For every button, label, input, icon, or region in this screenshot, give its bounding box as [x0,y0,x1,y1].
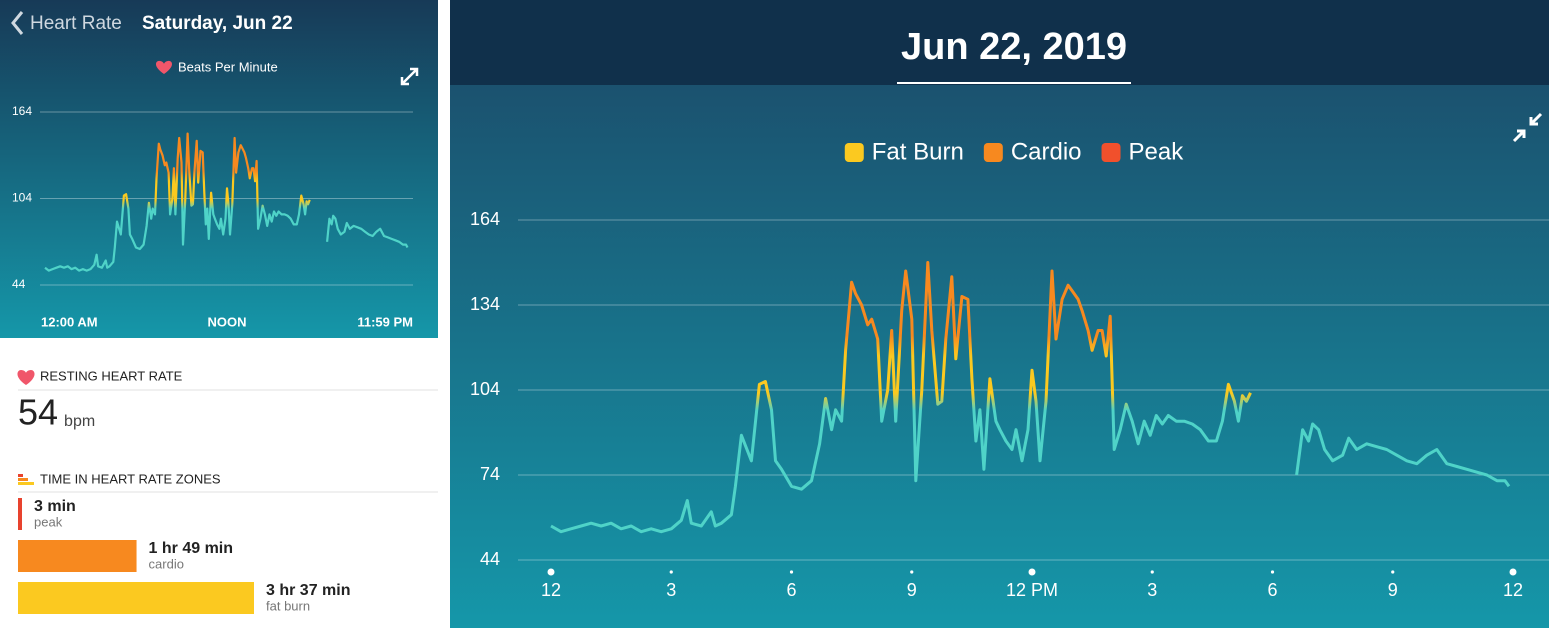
y-tick-label: 104 [470,379,500,399]
resting-title: RESTING HEART RATE [40,368,183,383]
y-tick-label: 164 [470,209,500,229]
x-tick-label: 9 [907,580,917,600]
heart-icon [156,60,172,74]
x-tick-label: 6 [1267,580,1277,600]
x-tick-dot [547,568,555,576]
detail-title: Jun 22, 2019 [901,26,1127,68]
resting-heart-icon [17,370,35,385]
zone-time: 1 hr 49 min [149,540,233,557]
y-tick-label: 134 [470,294,500,314]
legend-swatch [983,143,1003,162]
y-tick-label: 44 [480,549,500,569]
x-tick-dot [669,570,673,574]
collapse-icon [1512,112,1543,143]
date-title: Saturday, Jun 22 [142,13,293,34]
zone-name: cardio [149,556,184,571]
zone-bar [18,498,22,530]
y-tick-label: 104 [12,191,32,205]
x-tick-dot [910,570,914,574]
legend-label: Cardio [1011,138,1082,165]
overview-panel [0,0,438,338]
legend-label: Peak [1129,138,1185,165]
zones-icon-bar [18,478,28,481]
x-tick-label: 12 [1503,580,1523,600]
x-tick-label: 3 [1147,580,1157,600]
y-tick-label: 164 [12,104,32,118]
expand-button[interactable] [400,67,419,86]
x-tick-dot [1150,570,1154,574]
x-tick-label: 6 [786,580,796,600]
x-tick-label: 3 [666,580,676,600]
x-tick-dot [1028,568,1036,576]
x-tick-dot [1509,568,1517,576]
x-tick-label: 12 [541,580,561,600]
y-tick-label: 74 [480,464,500,484]
zone-bar [18,582,254,614]
resting-unit: bpm [64,413,95,430]
x-tick-label: 12:00 AM [41,314,98,329]
zone-name: peak [34,514,63,529]
zone-time: 3 hr 37 min [266,582,350,599]
y-tick-label: 44 [12,277,26,291]
detail-panel [450,0,1549,628]
back-chevron [11,11,24,35]
collapse-button[interactable] [1512,112,1543,143]
legend-swatch [844,143,864,162]
heart-rate-line [44,132,409,272]
x-tick-label: 12 PM [1006,580,1058,600]
x-tick-label: 11:59 PM [357,314,413,329]
zones-icon-bar [18,482,34,485]
x-tick-label: NOON [208,314,247,329]
zone-bar [18,540,137,572]
x-tick-dot [1270,570,1275,574]
legend-swatch [1101,143,1121,162]
chart-legend: Beats Per Minute [178,59,278,74]
legend-label: Fat Burn [872,138,964,165]
x-tick-dot [1391,570,1395,574]
resting-value: 54 [18,392,58,433]
back-label: Heart Rate [30,13,122,34]
back-button[interactable]: Heart Rate [11,11,122,35]
zones-icon-bar [18,474,23,477]
zone-name: fat burn [266,598,310,613]
x-tick-dot [789,570,794,574]
detail-header [450,0,1549,85]
zones-title: TIME IN HEART RATE ZONES [40,471,221,486]
x-tick-label: 9 [1388,580,1398,600]
zone-time: 3 min [34,498,76,515]
zones-icon [18,474,34,485]
expand-icon [400,67,419,86]
heart-rate-line [550,261,1511,534]
